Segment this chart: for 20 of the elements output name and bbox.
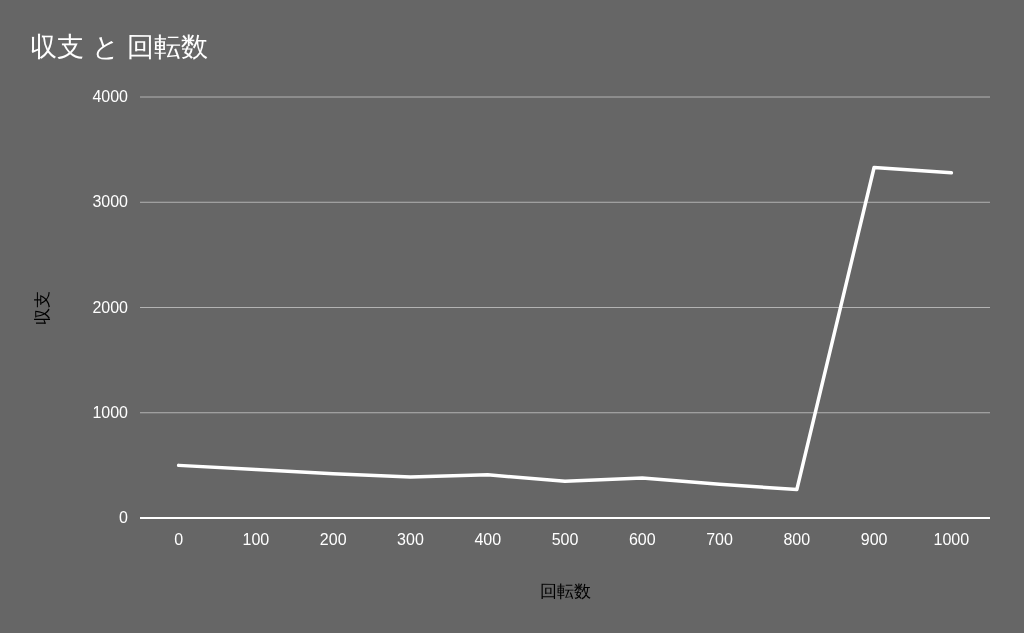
chart-title: 収支 と 回転数 [30,32,209,62]
x-tick-label: 800 [783,531,811,548]
y-tick-label: 1000 [92,403,129,421]
y-axis-title: 収支 [33,290,52,325]
line-series [176,165,954,492]
x-tick-label: 400 [474,531,502,548]
x-tick-label: 1000 [933,531,970,548]
x-tick-label: 900 [860,531,888,548]
x-tick-label: 500 [551,531,579,548]
x-tick-label: 600 [628,531,656,548]
x-tick-label: 100 [242,531,270,548]
y-tick-label: 2000 [92,298,129,316]
x-tick-label: 300 [397,531,424,548]
y-tick-label: 3000 [92,193,129,211]
x-tick-label: 0 [174,531,184,548]
x-axis-title: 回転数 [539,582,591,601]
x-tick-label: 200 [319,531,347,548]
y-tick-label: 0 [119,509,129,526]
y-tick-label: 4000 [92,88,129,105]
x-tick-label: 700 [706,531,733,548]
